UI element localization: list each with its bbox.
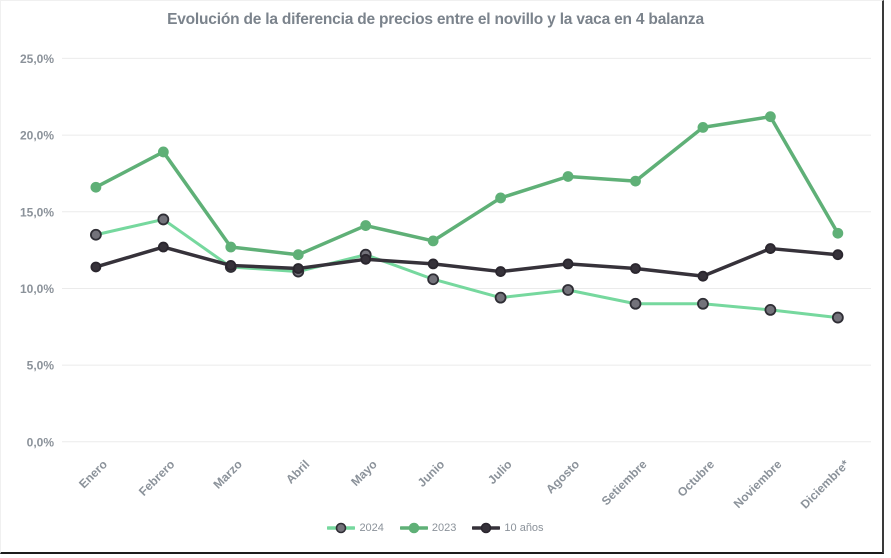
data-point-2024 xyxy=(764,304,777,316)
x-axis-label: Marzo xyxy=(211,457,245,491)
series-line-2023 xyxy=(94,114,840,257)
data-point-2023 xyxy=(495,192,507,204)
data-point-10-años xyxy=(292,263,304,274)
y-axis-tick-label: 15,0% xyxy=(20,205,54,219)
data-point-2024 xyxy=(494,291,507,304)
data-point-2024 xyxy=(562,284,574,296)
data-point-2024 xyxy=(629,297,642,310)
legend-marker-icon xyxy=(472,522,501,534)
data-point-2023 xyxy=(427,235,439,247)
legend-marker-icon xyxy=(327,522,356,534)
x-axis-label: Abril xyxy=(283,457,312,486)
data-point-10-años xyxy=(697,270,709,282)
x-axis-label: Febrero xyxy=(136,457,177,498)
data-point-2024 xyxy=(90,228,102,241)
x-axis-label: Noviembre xyxy=(731,457,785,511)
data-point-10-años xyxy=(630,263,641,274)
x-axis-label: Diciembre* xyxy=(798,457,852,511)
data-point-10-años xyxy=(90,261,102,273)
data-point-2024 xyxy=(157,213,170,226)
data-point-2023 xyxy=(562,171,574,182)
series-line-10-años xyxy=(94,245,840,278)
legend-marker-icon xyxy=(399,522,428,534)
data-point-2023 xyxy=(697,122,709,133)
x-axis-label: Junio xyxy=(415,457,448,490)
x-axis-label: Octubre xyxy=(675,457,718,500)
data-point-10-años xyxy=(562,258,574,270)
data-point-2023 xyxy=(832,227,844,239)
data-point-2024 xyxy=(831,311,844,324)
data-point-10-años xyxy=(495,266,507,277)
legend-item-2024: 2024 xyxy=(327,522,384,534)
data-point-2023 xyxy=(225,241,237,253)
data-point-10-años xyxy=(360,253,372,265)
data-point-10-años xyxy=(157,241,169,253)
chart-legend: 2024 2023 10 años xyxy=(0,522,871,534)
data-point-2023 xyxy=(360,220,372,231)
legend-marker-swatch xyxy=(481,522,492,534)
series-line-2024 xyxy=(94,217,840,320)
data-point-2024 xyxy=(427,273,440,286)
legend-item-2023: 2023 xyxy=(399,522,457,534)
x-axis-label: Enero xyxy=(76,457,110,491)
y-axis-tick-label: 5,0% xyxy=(27,359,55,373)
data-point-2023 xyxy=(292,249,304,261)
legend-marker-swatch xyxy=(336,522,347,534)
data-point-2023 xyxy=(157,146,169,158)
y-axis-tick-label: 25,0% xyxy=(20,52,54,66)
y-axis-tick-label: 10,0% xyxy=(20,282,54,296)
x-axis-label: Agosto xyxy=(543,457,582,496)
data-point-2023 xyxy=(90,181,102,193)
legend-label: 2023 xyxy=(431,522,457,534)
legend-item-10-años: 10 años xyxy=(472,522,544,534)
x-axis-label: Julio xyxy=(485,457,515,487)
data-point-10-años xyxy=(832,249,844,261)
legend-label: 2024 xyxy=(359,522,384,534)
x-axis-label: Mayo xyxy=(348,457,380,489)
legend-marker-swatch xyxy=(408,522,420,534)
data-point-2023 xyxy=(765,111,776,123)
y-axis-tick-label: 0,0% xyxy=(27,435,55,449)
data-point-2023 xyxy=(630,175,641,187)
data-point-10-años xyxy=(765,243,776,254)
data-point-2024 xyxy=(697,297,709,310)
chart-title: Evolución de la diferencia de precios en… xyxy=(167,11,704,28)
data-point-10-años xyxy=(427,258,439,270)
legend-label: 10 años xyxy=(504,522,544,534)
y-axis-tick-label: 20,0% xyxy=(20,129,54,143)
data-point-10-años xyxy=(225,260,237,271)
x-axis-label: Setiembre xyxy=(599,457,650,508)
